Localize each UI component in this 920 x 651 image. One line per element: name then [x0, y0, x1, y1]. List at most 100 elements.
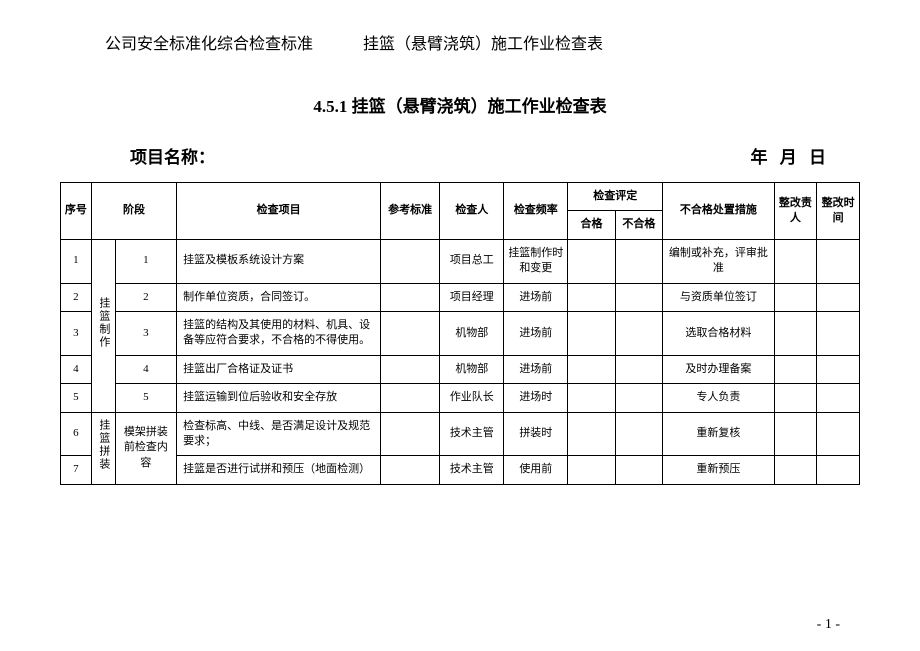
cell-time: [817, 283, 860, 311]
cell-freq: 进场前: [504, 355, 568, 383]
cell-std: [381, 355, 440, 383]
cell-person: [774, 412, 817, 456]
cell-person: [774, 283, 817, 311]
project-name-label: 项目名称：: [130, 143, 215, 168]
cell-pass: [568, 456, 615, 484]
cell-pass: [568, 355, 615, 383]
cell-measure: 专人负责: [663, 384, 774, 412]
cell-measure: 选取合格材料: [663, 311, 774, 355]
cell-seq: 6: [61, 412, 92, 456]
cell-item: 挂篮及模板系统设计方案: [177, 239, 381, 283]
cell-freq: 进场前: [504, 283, 568, 311]
cell-measure: 重新复核: [663, 412, 774, 456]
table-row: 5 5 挂篮运输到位后验收和安全存放 作业队长 进场时 专人负责: [61, 384, 860, 412]
cell-sub: 4: [115, 355, 177, 383]
cell-fail: [615, 456, 662, 484]
section-title: 4.5.1 挂篮（悬臂浇筑）施工作业检查表: [60, 92, 860, 117]
cell-seq: 5: [61, 384, 92, 412]
cell-measure: 及时办理备案: [663, 355, 774, 383]
cell-inspector: 机物部: [440, 355, 504, 383]
cell-time: [817, 384, 860, 412]
cell-freq: 进场前: [504, 311, 568, 355]
cell-freq: 使用前: [504, 456, 568, 484]
cell-inspector: 项目经理: [440, 283, 504, 311]
col-check-item: 检查项目: [177, 183, 381, 240]
cell-fail: [615, 311, 662, 355]
col-fail: 不合格: [615, 211, 662, 239]
cell-std: [381, 283, 440, 311]
table-row: 3 3 挂篮的结构及其使用的材料、机具、设备等应符合要求，不合格的不得使用。 机…: [61, 311, 860, 355]
cell-inspector: 技术主管: [440, 456, 504, 484]
header-left: 公司安全标准化综合检查标准: [105, 30, 313, 54]
table-row: 1 挂篮制作 1 挂篮及模板系统设计方案 项目总工 挂篮制作时和变更 编制或补充…: [61, 239, 860, 283]
table-row: 4 4 挂篮出厂合格证及证书 机物部 进场前 及时办理备案: [61, 355, 860, 383]
col-stage: 阶段: [91, 183, 176, 240]
cell-fail: [615, 384, 662, 412]
cell-person: [774, 384, 817, 412]
cell-person: [774, 456, 817, 484]
cell-measure: 重新预压: [663, 456, 774, 484]
cell-sub: 5: [115, 384, 177, 412]
inspection-table: 序号 阶段 检查项目 参考标准 检查人 检查频率 检查评定 不合格处置措施 整改…: [60, 182, 860, 485]
header-right: 挂篮（悬臂浇筑）施工作业检查表: [363, 30, 603, 54]
cell-measure: 编制或补充，评审批准: [663, 239, 774, 283]
table-row: 2 2 制作单位资质，合同签订。 项目经理 进场前 与资质单位签订: [61, 283, 860, 311]
cell-sub: 1: [115, 239, 177, 283]
cell-item: 制作单位资质，合同签订。: [177, 283, 381, 311]
cell-time: [817, 311, 860, 355]
cell-std: [381, 412, 440, 456]
header-row-1: 序号 阶段 检查项目 参考标准 检查人 检查频率 检查评定 不合格处置措施 整改…: [61, 183, 860, 211]
cell-std: [381, 456, 440, 484]
cell-inspector: 机物部: [440, 311, 504, 355]
cell-fail: [615, 239, 662, 283]
cell-person: [774, 311, 817, 355]
cell-seq: 4: [61, 355, 92, 383]
document-header: 公司安全标准化综合检查标准 挂篮（悬臂浇筑）施工作业检查表: [105, 30, 860, 54]
cell-time: [817, 355, 860, 383]
cell-time: [817, 456, 860, 484]
cell-std: [381, 239, 440, 283]
cell-item: 挂篮运输到位后验收和安全存放: [177, 384, 381, 412]
cell-sub: 3: [115, 311, 177, 355]
cell-time: [817, 239, 860, 283]
cell-std: [381, 311, 440, 355]
cell-freq: 拼装时: [504, 412, 568, 456]
cell-pass: [568, 384, 615, 412]
cell-freq: 挂篮制作时和变更: [504, 239, 568, 283]
cell-time: [817, 412, 860, 456]
col-inspector: 检查人: [440, 183, 504, 240]
cell-item: 挂篮的结构及其使用的材料、机具、设备等应符合要求，不合格的不得使用。: [177, 311, 381, 355]
cell-seq: 3: [61, 311, 92, 355]
date-label: 年 月 日: [751, 143, 831, 168]
cell-fail: [615, 355, 662, 383]
cell-person: [774, 239, 817, 283]
cell-stage-group1: 挂篮制作: [91, 239, 115, 412]
cell-item: 挂篮是否进行试拼和预压（地面检测）: [177, 456, 381, 484]
cell-stage-group2: 挂篮拼装: [91, 412, 115, 484]
col-measure: 不合格处置措施: [663, 183, 774, 240]
cell-inspector: 项目总工: [440, 239, 504, 283]
cell-seq: 7: [61, 456, 92, 484]
cell-item: 检查标高、中线、是否满足设计及规范要求；: [177, 412, 381, 456]
col-ref-std: 参考标准: [381, 183, 440, 240]
project-info-row: 项目名称： 年 月 日: [60, 143, 860, 168]
col-pass: 合格: [568, 211, 615, 239]
cell-pass: [568, 239, 615, 283]
cell-substage2: 模架拼装前检查内容: [115, 412, 177, 484]
cell-person: [774, 355, 817, 383]
cell-pass: [568, 283, 615, 311]
cell-pass: [568, 311, 615, 355]
cell-fail: [615, 283, 662, 311]
col-time: 整改时间: [817, 183, 860, 240]
cell-seq: 1: [61, 239, 92, 283]
cell-measure: 与资质单位签订: [663, 283, 774, 311]
cell-std: [381, 384, 440, 412]
col-assessment: 检查评定: [568, 183, 663, 211]
cell-freq: 进场时: [504, 384, 568, 412]
cell-inspector: 技术主管: [440, 412, 504, 456]
cell-inspector: 作业队长: [440, 384, 504, 412]
page-number: - 1 -: [817, 617, 840, 633]
table-row: 6 挂篮拼装 模架拼装前检查内容 检查标高、中线、是否满足设计及规范要求； 技术…: [61, 412, 860, 456]
cell-pass: [568, 412, 615, 456]
col-person: 整改责人: [774, 183, 817, 240]
